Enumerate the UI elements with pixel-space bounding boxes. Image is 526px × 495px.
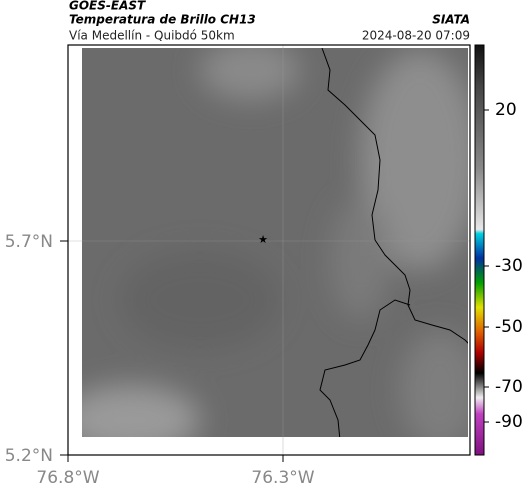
colorbar <box>474 44 485 456</box>
datetime: 2024-08-20 07:09 <box>362 29 470 43</box>
satellite-image <box>82 48 468 437</box>
colorbar-ticks: 20 -30 -50 -70 -90 <box>484 100 523 432</box>
lat-label: 5.2°N <box>5 446 53 466</box>
colorbar-tick-label: 20 <box>495 100 517 120</box>
city-marker: ★ <box>258 233 268 246</box>
lon-label: 76.3°W <box>251 468 314 488</box>
lon-label: 76.8°W <box>36 468 99 488</box>
colorbar-tick-label: -30 <box>495 256 523 276</box>
subtitle: Vía Medellín - Quibdó 50km <box>69 29 235 43</box>
map-frame <box>67 44 471 456</box>
source: GOES-EAST <box>69 0 146 13</box>
border <box>319 48 468 437</box>
colorbar-tick-label: -90 <box>495 412 523 432</box>
lat-label: 5.7°N <box>5 232 53 252</box>
org: SIATA <box>432 13 470 27</box>
title: Temperatura de Brillo CH13 <box>69 13 256 27</box>
colorbar-tick-label: -50 <box>495 317 523 337</box>
colorbar-tick-label: -70 <box>495 377 523 397</box>
